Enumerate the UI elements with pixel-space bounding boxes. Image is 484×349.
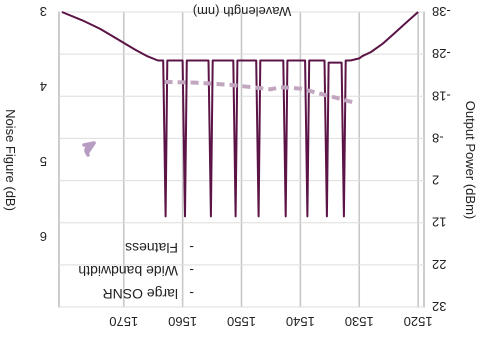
x-tick-label: 1560 bbox=[168, 314, 197, 329]
x-tick-label: 1570 bbox=[109, 314, 138, 329]
left-tick-label: 32 bbox=[432, 299, 446, 314]
right-tick-label: 5 bbox=[40, 154, 47, 169]
left-tick-label: 22 bbox=[432, 257, 446, 272]
right-tick-label: 4 bbox=[40, 79, 47, 94]
right-tick-label: 6 bbox=[40, 229, 47, 244]
left-tick-label: 2 bbox=[432, 173, 439, 188]
y-left-axis-label: Output Power (dBm) bbox=[463, 101, 478, 220]
x-tick-label: 1550 bbox=[227, 314, 256, 329]
left-tick-label: -18 bbox=[432, 88, 451, 103]
annotation-layer bbox=[82, 141, 96, 157]
x-tick-label: 1520 bbox=[404, 314, 433, 329]
grid bbox=[59, 11, 424, 308]
left-tick-label: 12 bbox=[432, 215, 446, 230]
x-axis-label: Wavelength (nm) bbox=[193, 4, 292, 19]
bullet-marker: - bbox=[189, 286, 194, 302]
right-tick-labels: 3 4 5 6 bbox=[40, 4, 47, 244]
bullet-wide-bandwidth: Wide bandwidth bbox=[78, 263, 178, 279]
output-power-line bbox=[61, 11, 419, 218]
x-tick-label: 1540 bbox=[286, 314, 315, 329]
series-layer bbox=[61, 11, 419, 218]
x-tick-label: 1530 bbox=[345, 314, 374, 329]
bullet-large-osnr: large OSNR bbox=[103, 286, 178, 302]
noise-figure-line bbox=[160, 79, 353, 105]
chart-rotated-group: 1520 1530 1540 1550 1560 1570 -38 -28 -18 -8 2 12 2… bbox=[3, 4, 478, 329]
left-tick-label: -8 bbox=[432, 130, 444, 145]
left-tick-label: -38 bbox=[432, 4, 451, 19]
left-tick-labels: -38 -28 -18 -8 2 12 22 32 bbox=[432, 4, 451, 314]
bullet-marker: - bbox=[189, 263, 194, 279]
bullet-marker: - bbox=[189, 240, 194, 256]
right-tick-label: 3 bbox=[40, 4, 47, 19]
x-tick-labels: 1520 1530 1540 1550 1560 1570 bbox=[109, 314, 432, 329]
left-tick-label: -28 bbox=[432, 46, 451, 61]
arrow-annotation-head bbox=[82, 141, 96, 154]
y-right-axis-label: Noise Figure (dB) bbox=[3, 109, 18, 211]
bullet-flatness: Flatness bbox=[125, 240, 178, 256]
bullet-list: - large OSNR - Wide bandwidth - Flatness bbox=[78, 240, 194, 302]
